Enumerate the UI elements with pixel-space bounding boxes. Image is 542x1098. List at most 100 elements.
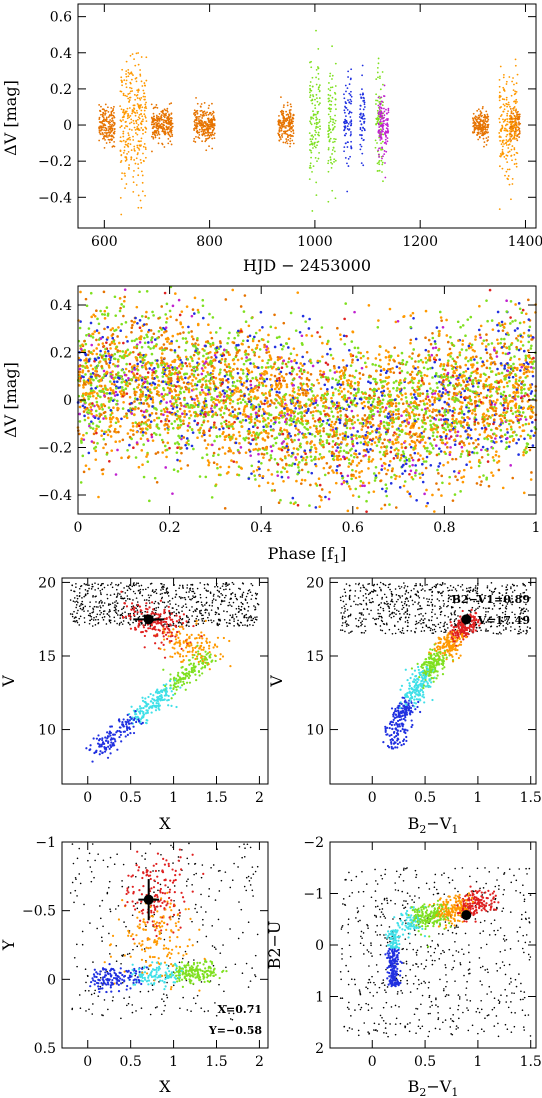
data-point [235,460,238,464]
data-point [170,116,172,119]
data-point [258,328,262,332]
data-point [421,480,425,484]
data-point [282,115,285,117]
data-point [385,127,388,130]
data-point [135,390,138,394]
data-point [135,157,138,160]
data-point [371,430,374,433]
data-point [453,359,456,363]
data-point [125,335,128,339]
data-point [350,361,354,364]
data-point [460,348,464,351]
data-point [309,87,311,90]
data-point [318,103,320,106]
data-point [151,310,154,314]
data-point [355,436,358,440]
data-point [85,431,88,435]
data-point [218,326,222,330]
data-point [107,116,110,118]
data-point [195,127,198,130]
data-point [188,406,192,409]
x-tick-label: 1400 [508,234,542,250]
data-point [400,351,404,355]
data-point [106,349,110,353]
data-point [339,377,343,381]
data-point [376,66,379,69]
lightcurve-panel: 600 800 1000 1200 1400−0.4−0.200.20.40.6 HJD… [1,3,542,275]
data-point [96,442,99,445]
data-point [103,123,106,126]
data-point [278,391,281,394]
data-point [91,427,95,430]
data-point [143,109,146,112]
data-point [284,130,287,133]
data-point [105,118,108,121]
data-point [481,445,485,449]
data-point [201,133,204,136]
data-point [227,433,231,437]
data-point [290,105,293,108]
data-point [506,129,508,132]
data-point [424,397,428,401]
data-point [108,122,110,125]
data-point [109,119,112,121]
data-point [359,113,361,116]
data-point [309,84,311,87]
data-point [311,85,314,88]
data-point [388,358,391,362]
data-point [384,162,386,164]
data-point [392,433,395,437]
data-point [170,143,173,146]
data-point [132,190,135,193]
data-point [84,342,88,346]
data-point [199,122,202,125]
data-point [503,104,506,107]
data-point [178,426,182,429]
data-point [97,379,100,383]
data-point [463,389,466,393]
data-point [142,145,145,148]
data-point [510,123,513,126]
data-point [128,435,132,439]
data-point [400,446,404,449]
data-point [212,111,215,114]
data-point [103,129,106,132]
data-point [194,342,197,345]
data-point [514,58,517,61]
data-point [303,478,307,482]
data-point [308,132,311,134]
data-point [444,392,447,396]
data-point [383,153,386,155]
data-point [277,120,280,123]
data-point [380,148,383,151]
data-point [261,359,264,363]
data-point [238,434,242,438]
data-point [501,167,504,170]
data-point [157,142,160,145]
data-point [154,452,158,455]
data-point [353,421,357,424]
data-point [513,83,515,86]
data-point [466,426,470,430]
data-point [313,435,317,438]
data-point [507,175,510,177]
data-point [163,132,166,134]
data-point [278,139,281,142]
data-point [486,126,489,129]
data-point [141,174,144,177]
data-point [335,430,338,434]
data-point [227,408,231,412]
data-point [346,190,349,193]
data-point [513,163,516,165]
data-point [481,107,484,110]
data-point [451,417,454,421]
data-point [115,399,119,403]
data-point [196,421,200,425]
data-point [127,69,130,71]
data-point [122,305,126,308]
data-point [310,440,314,443]
data-point [317,86,320,89]
data-point [209,112,211,115]
data-point [313,419,317,423]
data-point [392,457,396,460]
